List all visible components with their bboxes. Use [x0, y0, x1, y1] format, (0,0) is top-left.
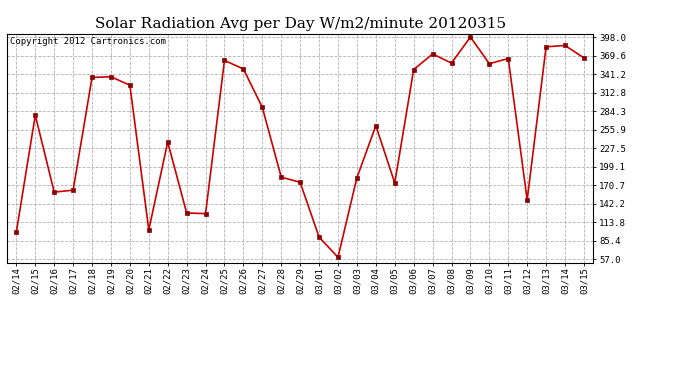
Text: Copyright 2012 Cartronics.com: Copyright 2012 Cartronics.com: [10, 37, 166, 46]
Title: Solar Radiation Avg per Day W/m2/minute 20120315: Solar Radiation Avg per Day W/m2/minute …: [95, 17, 506, 31]
